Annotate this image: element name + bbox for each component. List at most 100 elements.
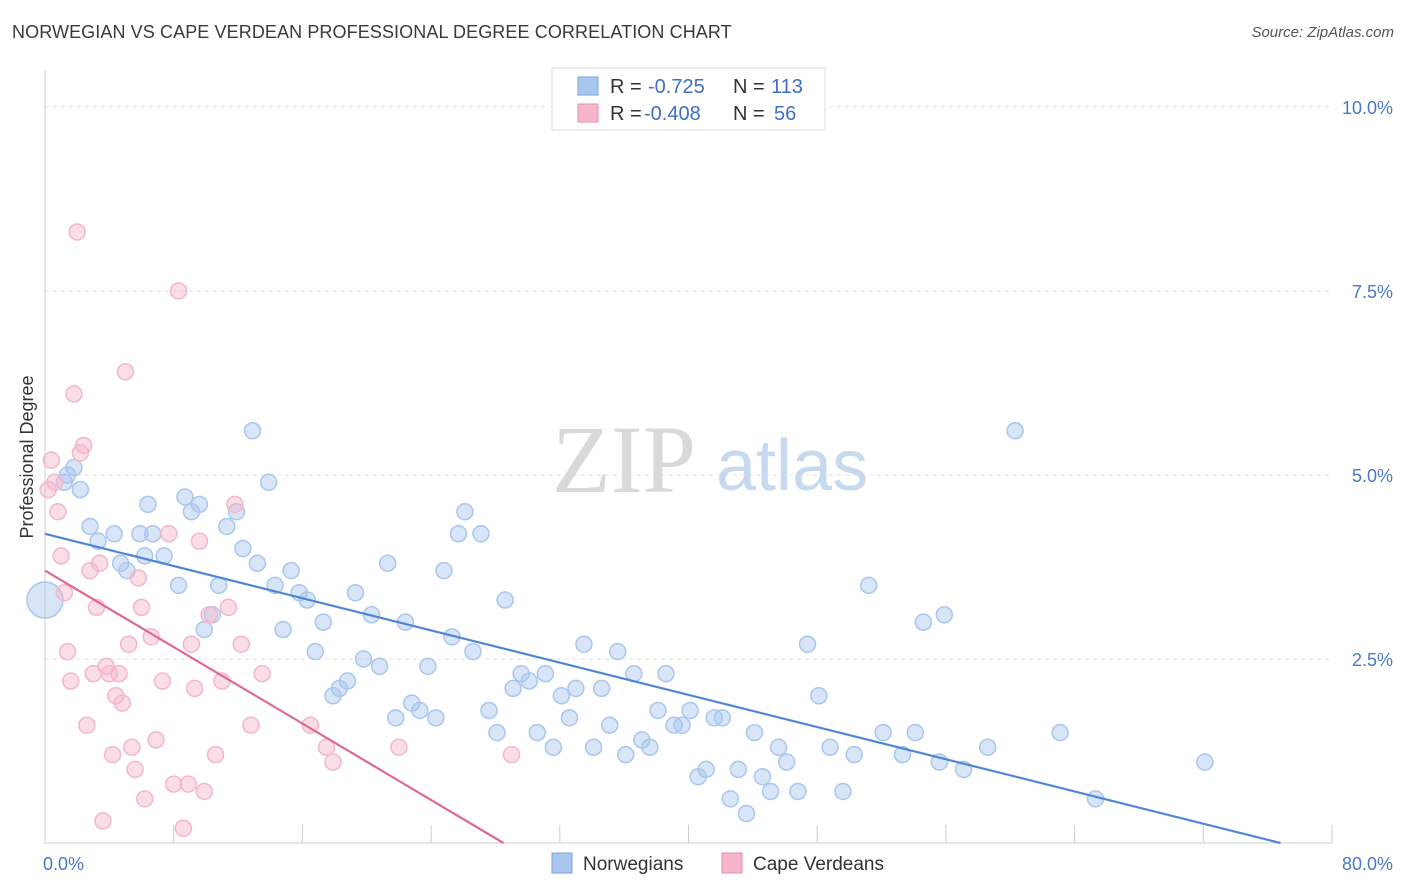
norwegians-point-102	[906, 723, 925, 742]
norwegians-point-70	[600, 716, 619, 734]
norwegians-point-11	[135, 547, 154, 565]
norwegians-point-101	[893, 745, 912, 764]
norwegians-point-98	[845, 745, 863, 764]
cape-verdeans-point-11	[74, 436, 93, 455]
chart-source: Source: ZipAtlas.com	[1251, 24, 1394, 41]
norwegians-point-87	[737, 804, 756, 823]
norwegians-point-29	[274, 620, 292, 639]
cape-verdeans-point-26	[123, 738, 141, 757]
cape-verdeans-point-3	[49, 502, 67, 521]
norwegians-point-105	[935, 606, 954, 624]
norwegians-point-41	[370, 657, 389, 676]
y-tick-label-1: 5.0%	[1352, 466, 1393, 486]
cape-verdeans-point-42	[195, 782, 214, 801]
cape-verdeans-point-37	[174, 819, 193, 838]
cape-verdeans-point-1	[42, 451, 61, 469]
cape-verdeans-point-30	[135, 790, 154, 808]
cape-verdeans-point-27	[126, 760, 144, 779]
cape-verdeans-point-7	[61, 672, 80, 690]
watermark: ZIP atlas	[552, 406, 868, 513]
legend-top-r-label-0: R =	[610, 76, 642, 98]
cape-verdeans-point-43	[200, 606, 218, 624]
norwegians-point-3	[65, 458, 83, 477]
norwegians-point-34	[314, 613, 333, 631]
cape-verdeans-point-34	[160, 525, 178, 543]
cape-verdeans-point-16	[90, 554, 109, 572]
norwegians-point-69	[592, 679, 611, 698]
y-tick-label-2: 7.5%	[1352, 282, 1393, 302]
norwegians-point-13	[144, 525, 162, 543]
norwegians-point-97	[834, 782, 852, 801]
legend-bottom: Norwegians Cape Verdeans	[551, 852, 884, 875]
norwegians-point-90	[761, 782, 780, 801]
cape-verdeans-point-31	[142, 628, 160, 646]
norwegians-point-19	[195, 620, 214, 639]
norwegians-point-86	[729, 760, 748, 779]
norwegians-point-79	[673, 716, 691, 734]
cape-verdeans-point-53	[324, 753, 342, 771]
norwegians-point-22	[218, 517, 236, 536]
norwegians-point-99	[859, 576, 878, 595]
legend-bottom-swatch-cape-verdeans	[721, 852, 743, 874]
cape-verdeans-point-9	[68, 223, 86, 241]
cape-verdeans-point-55	[502, 745, 521, 764]
norwegians-point-62	[536, 664, 555, 683]
cape-verdeans-point-44	[206, 745, 225, 764]
cape-verdeans-point-8	[65, 385, 83, 403]
norwegians-point-67	[575, 635, 593, 653]
cape-verdeans-point-41	[190, 532, 209, 550]
norwegians-point-63	[544, 738, 563, 757]
legend-top-r-value-0: -0.725	[648, 76, 705, 98]
norwegians-point-26	[248, 554, 267, 572]
norwegians-point-24	[234, 539, 252, 558]
cape-verdeans-point-20	[103, 745, 122, 764]
norwegians-point-100	[874, 723, 892, 742]
cape-verdeans-point-36	[169, 282, 188, 300]
norwegians-point-88	[745, 723, 764, 742]
x-tick-label-min: 0.0%	[43, 854, 84, 874]
norwegians-point-82	[697, 760, 715, 779]
norwegians-point-47	[419, 657, 437, 676]
norwegians-point-43	[386, 709, 405, 727]
watermark-zip: ZIP	[552, 406, 696, 513]
norwegians-point-80	[681, 701, 699, 720]
norwegians-point-65	[560, 709, 579, 727]
norwegians-point-27	[259, 473, 278, 492]
cape-verdeans-point-46	[219, 598, 238, 617]
cape-verdeans-point-22	[110, 664, 128, 683]
cape-verdeans-point-39	[182, 635, 201, 653]
cape-verdeans-point-2	[45, 473, 64, 492]
norwegians-point-39	[354, 650, 373, 668]
norwegians-point-94	[798, 635, 817, 653]
norwegians-point-64	[552, 687, 571, 705]
norwegians-point-46	[411, 701, 429, 720]
chart-title: NORWEGIAN VS CAPE VERDEAN PROFESSIONAL D…	[12, 22, 732, 42]
norwegians-point-30	[282, 561, 300, 580]
norwegians-point-54	[472, 525, 490, 543]
norwegians-point-95	[810, 687, 828, 705]
cape-verdeans-point-51	[301, 716, 320, 734]
norwegians-point-16	[176, 488, 194, 506]
legend-bottom-label-norwegians: Norwegians	[583, 854, 683, 875]
gridlines	[45, 106, 1332, 660]
legend-top-r-label-1: R =	[610, 103, 642, 125]
norwegians-point-57	[496, 591, 514, 609]
norwegians-point-51	[449, 525, 468, 543]
cape-verdeans-point-35	[164, 775, 183, 793]
cape-verdeans-point-54	[390, 738, 408, 757]
norwegians-point-37	[338, 672, 357, 690]
norwegians-point-52	[456, 502, 474, 521]
cape-verdeans-point-24	[116, 363, 135, 381]
cape-verdeans-point-25	[119, 635, 138, 653]
legend-top-swatch-cape-verdeans	[577, 103, 599, 123]
cape-verdeans-point-19	[100, 664, 119, 683]
cape-verdeans-point-4	[52, 547, 70, 565]
norwegians-point-49	[435, 561, 453, 580]
norwegians-point-25	[243, 421, 262, 440]
y-axis-label: Professional Degree	[17, 375, 37, 538]
cape-verdeans-point-52	[317, 738, 336, 757]
series-cape-verdeans-points	[39, 223, 521, 838]
norwegians-point-10	[131, 525, 149, 543]
y-tick-label-0: 2.5%	[1352, 650, 1393, 670]
norwegians-point-56	[488, 723, 506, 742]
